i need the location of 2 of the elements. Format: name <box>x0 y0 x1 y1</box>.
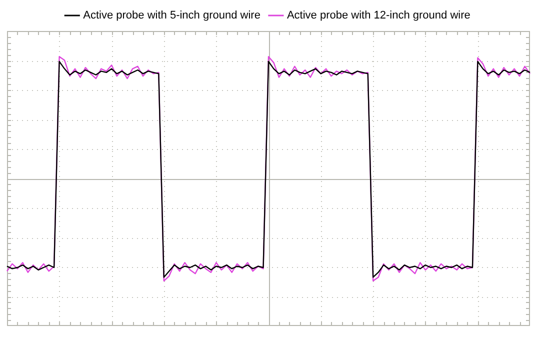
legend-label: Active probe with 5-inch ground wire <box>83 10 260 22</box>
legend-label: Active probe with 12-inch ground wire <box>286 10 470 22</box>
